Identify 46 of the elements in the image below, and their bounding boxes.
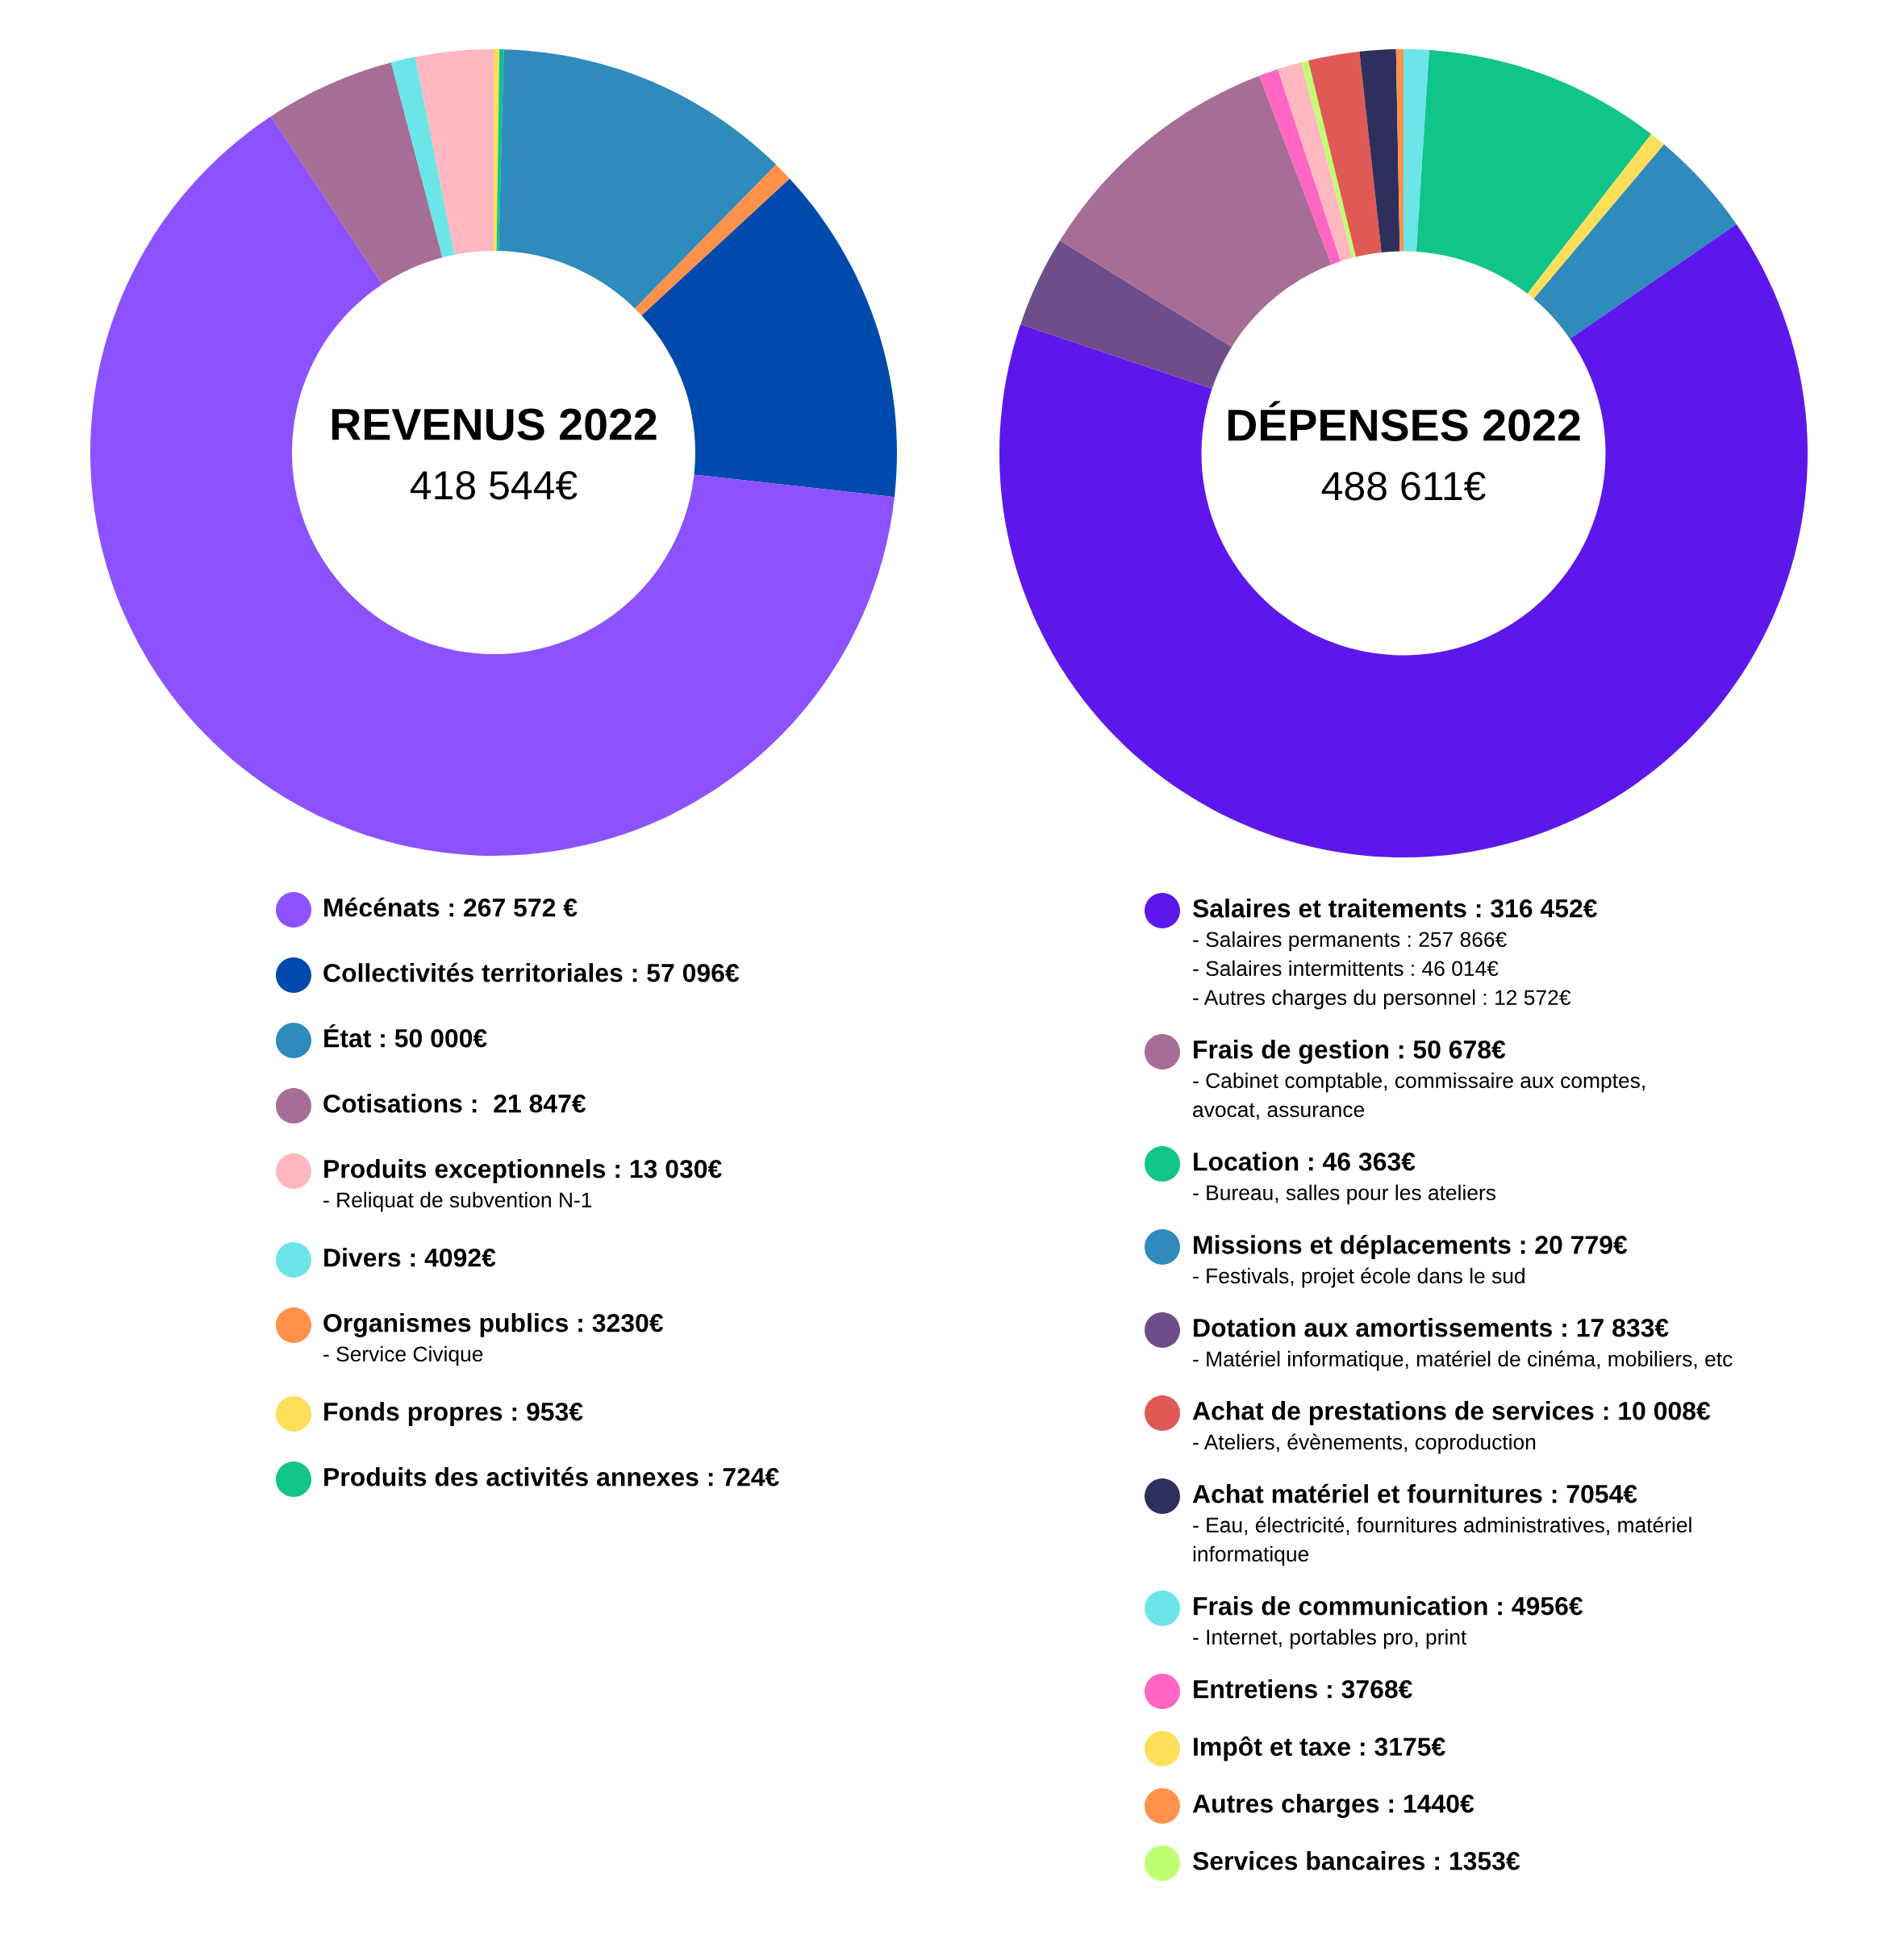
donut-slice	[1278, 62, 1353, 261]
donut-slice	[1359, 49, 1400, 252]
legend-label: Mécénats : 267 572 €	[324, 897, 578, 917]
legend-label: Entretiens : 3768€	[1194, 1679, 1412, 1699]
legend-label: Divers : 4092€	[324, 1248, 496, 1267]
legend-label: Achat matériel et fournitures : 7054€ - Eau, électricité, fournitures administratives, matériel informatique	[1192, 1483, 1691, 1566]
text: 418 544€	[410, 471, 578, 500]
legend-label: Organismes publics : 3230€ - Service Civique	[323, 1313, 663, 1366]
donut-slice	[1395, 49, 1404, 252]
donut-slice	[999, 223, 1808, 857]
text: 488 611€	[1321, 472, 1486, 501]
donut-slice	[1301, 60, 1356, 258]
donut-slice	[1404, 49, 1429, 252]
donut-slice	[90, 116, 895, 856]
donut-slice	[390, 56, 455, 258]
donut-slice	[270, 62, 443, 285]
legend-label: Autres charges : 1440€	[1192, 1794, 1474, 1818]
legend-label: Missions et déplacements : 20 779€ - Festivals, projet école dans le sud	[1193, 1234, 1628, 1288]
legend-label: Salaires et traitements : 316 452€ - Salaires permanents : 257 866€ - Salaires intermittents : 46 014€ - Autres charges du personnel : 12 572€	[1192, 899, 1597, 1010]
donut-slice	[1060, 75, 1332, 348]
legend-label: Location : 46 363€ - Bureau, salles pour les ateliers	[1193, 1152, 1495, 1205]
text: DÉPENSES 2022	[1228, 401, 1580, 441]
donut-slice	[1416, 50, 1652, 294]
donut-slice	[635, 165, 790, 316]
donut-slice	[1308, 51, 1382, 257]
donut-slice	[1533, 144, 1737, 339]
donut-slice	[1020, 240, 1232, 390]
text: REVENUS 2022	[332, 408, 657, 440]
legend-label: État : 50 000€	[324, 1024, 487, 1048]
donut-slice	[494, 49, 500, 252]
legend-label: Impôt et taxe : 3175€	[1194, 1736, 1445, 1762]
legend-label: Produits exceptionnels : 13 030€ - Reliquat de subvention N-1	[323, 1159, 722, 1212]
donut-slice	[415, 49, 494, 255]
legend-label: Achat de prestations de services : 10 008€ - Ateliers, évènements, coproduction	[1192, 1401, 1711, 1454]
legend-label: Frais de gestion : 50 678€ - Cabinet comptable, commissaire aux comptes, avocat, assurance	[1193, 1040, 1645, 1120]
legend-label: Produits des activités annexes : 724€	[324, 1466, 779, 1487]
legend-label: Services bancaires : 1353€	[1192, 1851, 1520, 1870]
legend-label: Cotisations : 21 847€	[323, 1094, 586, 1113]
legend-label: Frais de communication : 4956€ - Internet, portables pro, print	[1193, 1596, 1583, 1649]
legend-label: Fonds propres : 953€	[324, 1402, 583, 1426]
legend-label: Collectivités territoriales : 57 096€	[323, 962, 740, 982]
donut-slice	[496, 49, 504, 252]
donut-slice	[1259, 69, 1341, 265]
legend-label: Dotation aux amortissements : 17 833€ - Matériel informatique, matériel de cinéma, mobiliers, etc	[1193, 1318, 1733, 1371]
donut-slice	[498, 49, 777, 309]
donut-slice	[1527, 134, 1665, 299]
